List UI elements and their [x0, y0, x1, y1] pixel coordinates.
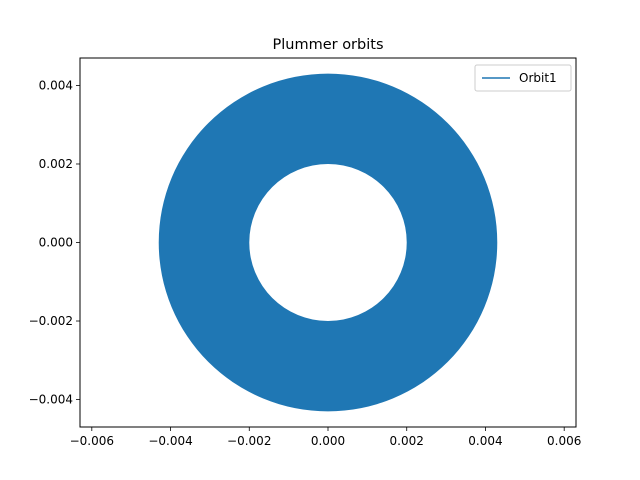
x-axis-ticks: −0.006 −0.004 −0.002 0.000 0.002 0.004 0.006 — [70, 427, 581, 448]
y-tick-label: 0.000 — [39, 236, 73, 250]
y-tick-label: 0.004 — [39, 78, 73, 92]
legend-box — [474, 64, 572, 92]
legend-label-orbit1: Orbit1 — [519, 71, 557, 85]
x-tick-label: −0.004 — [148, 434, 192, 448]
x-tick-label: 0.004 — [468, 434, 502, 448]
x-tick-label: −0.006 — [70, 434, 114, 448]
plot-layer — [158, 73, 498, 412]
x-tick-label: 0.006 — [547, 434, 581, 448]
x-tick-label: 0.002 — [390, 434, 424, 448]
legend: Orbit1 — [474, 64, 572, 92]
y-axis-ticks: −0.004 −0.002 0.000 0.002 0.004 — [29, 78, 80, 407]
y-tick-label: −0.002 — [29, 314, 73, 328]
series-orbit1 — [158, 73, 498, 412]
y-tick-label: −0.004 — [29, 393, 73, 407]
chart-title: Plummer orbits — [272, 37, 383, 53]
x-tick-label: −0.002 — [227, 434, 271, 448]
x-tick-label: 0.000 — [311, 434, 345, 448]
y-tick-label: 0.002 — [39, 157, 73, 171]
